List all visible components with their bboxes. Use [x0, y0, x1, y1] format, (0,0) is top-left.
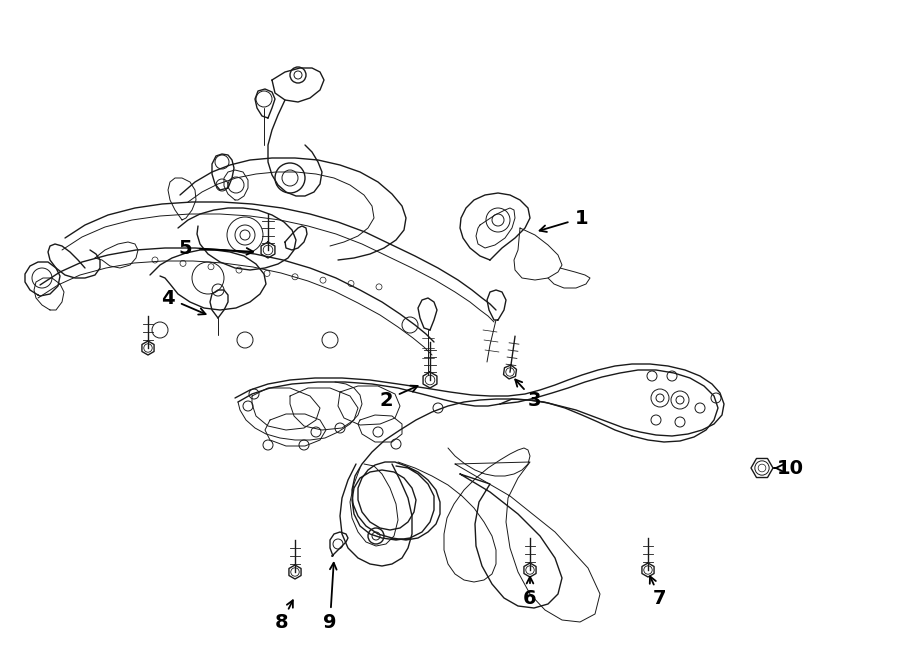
- Text: 8: 8: [275, 612, 289, 632]
- Text: 10: 10: [777, 459, 804, 477]
- Text: 9: 9: [323, 612, 337, 632]
- Text: 5: 5: [178, 238, 192, 258]
- Text: 7: 7: [653, 589, 667, 608]
- Text: 1: 1: [575, 209, 589, 228]
- Text: 3: 3: [527, 391, 541, 410]
- Text: 6: 6: [523, 589, 536, 608]
- Text: 4: 4: [161, 289, 175, 308]
- Text: 2: 2: [379, 391, 392, 410]
